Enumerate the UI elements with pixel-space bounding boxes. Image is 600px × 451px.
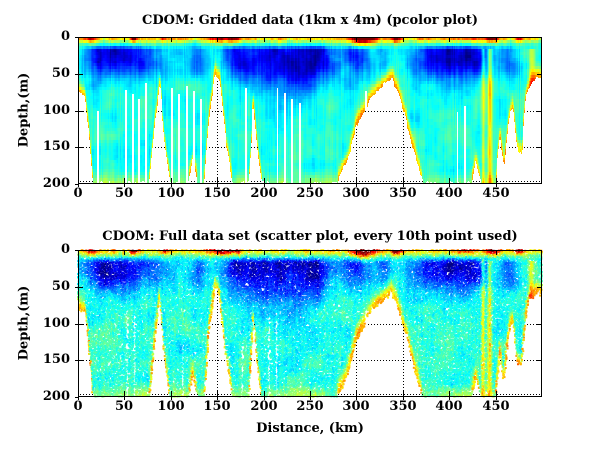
x-tick-label: 300 — [342, 399, 370, 414]
plot1-title: CDOM: Gridded data (1km x 4m) (pcolor pl… — [142, 13, 478, 28]
x-tick-label: 100 — [157, 399, 185, 414]
pcolor-plot-canvas — [74, 36, 545, 188]
x-tick-label: 150 — [203, 399, 231, 414]
y-tick-label: 200 — [42, 389, 70, 404]
plot2-title: CDOM: Full data set (scatter plot, every… — [102, 229, 518, 244]
y-tick-label: 150 — [42, 139, 70, 154]
x-tick-label: 450 — [482, 399, 510, 414]
x-tick-label: 200 — [250, 186, 278, 201]
x-tick-label: 250 — [296, 399, 324, 414]
y-tick-label: 0 — [60, 242, 70, 257]
x-tick-label: 0 — [73, 399, 83, 414]
x-tick-label: 400 — [435, 186, 463, 201]
plot2-xlabel: Distance, (km) — [256, 421, 364, 436]
y-tick-label: 150 — [42, 352, 70, 367]
x-tick-label: 350 — [389, 399, 417, 414]
x-tick-label: 400 — [435, 399, 463, 414]
x-tick-label: 300 — [342, 186, 370, 201]
y-tick-label: 100 — [42, 316, 70, 331]
x-tick-label: 100 — [157, 186, 185, 201]
y-tick-label: 0 — [60, 29, 70, 44]
y-tick-label: 200 — [42, 176, 70, 191]
x-tick-label: 200 — [250, 399, 278, 414]
x-tick-label: 0 — [73, 186, 83, 201]
y-tick-label: 50 — [51, 66, 70, 81]
x-tick-label: 50 — [114, 186, 134, 201]
y-tick-label: 100 — [42, 103, 70, 118]
scatter-plot-canvas — [74, 249, 545, 401]
x-tick-label: 50 — [114, 399, 134, 414]
x-tick-label: 350 — [389, 186, 417, 201]
x-tick-label: 450 — [482, 186, 510, 201]
y-tick-label: 50 — [51, 279, 70, 294]
x-tick-label: 150 — [203, 186, 231, 201]
x-tick-label: 250 — [296, 186, 324, 201]
